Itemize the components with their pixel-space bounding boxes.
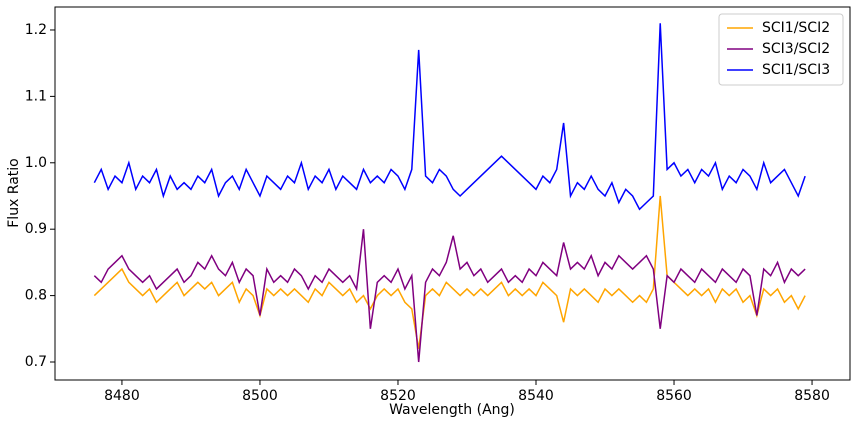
y-tick-label: 1.0 <box>25 155 47 171</box>
legend-label: SCI1/SCI3 <box>762 62 830 78</box>
x-tick-label: 8500 <box>242 388 278 404</box>
y-tick-label: 1.2 <box>25 22 47 38</box>
data-line <box>93 23 806 211</box>
x-tick-label: 8560 <box>656 388 692 404</box>
y-tick-label: 0.9 <box>25 221 47 237</box>
legend-label: SCI3/SCI2 <box>762 41 830 57</box>
legend-label: SCI1/SCI2 <box>762 20 830 36</box>
x-tick-label: 8580 <box>794 388 830 404</box>
x-axis-label: Wavelength (Ang) <box>389 402 515 418</box>
y-tick-label: 0.7 <box>25 354 47 370</box>
y-axis-label: Flux Ratio <box>6 158 22 228</box>
y-tick-label: 1.1 <box>25 88 47 104</box>
x-tick-label: 8540 <box>518 388 554 404</box>
plot-frame <box>54 6 851 381</box>
data-line <box>93 195 806 349</box>
x-tick-label: 8480 <box>104 388 140 404</box>
data-line <box>93 229 806 363</box>
y-tick-label: 0.8 <box>25 288 47 304</box>
x-tick-label: 8520 <box>380 388 416 404</box>
legend-box <box>718 13 844 86</box>
